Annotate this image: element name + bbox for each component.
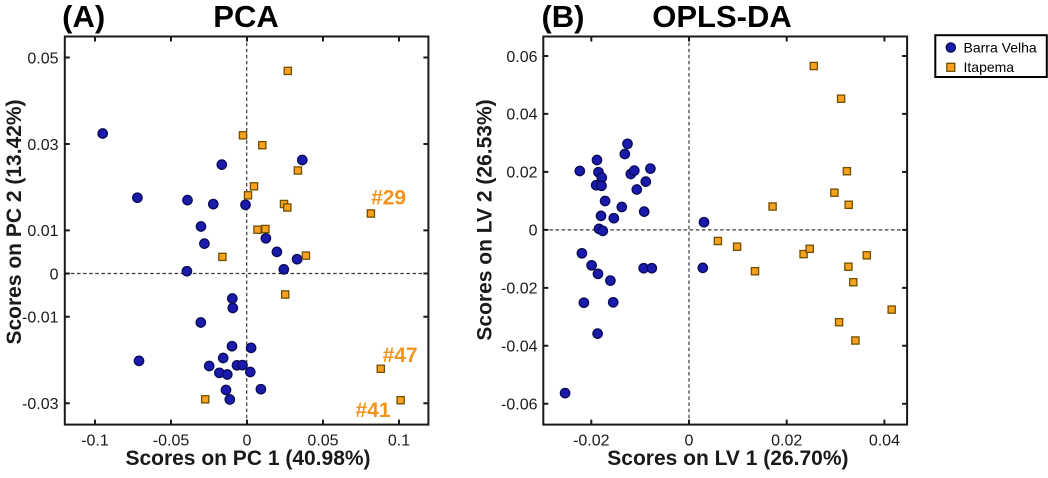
svg-text:-0.05: -0.05 [153,433,190,450]
svg-text:#41: #41 [355,399,390,422]
svg-text:0.03: 0.03 [27,137,58,154]
svg-text:0: 0 [685,433,694,450]
svg-text:-0.06: -0.06 [501,397,538,414]
svg-text:0.05: 0.05 [27,50,58,67]
svg-text:-0.04: -0.04 [501,339,538,356]
svg-text:0.01: 0.01 [27,223,58,240]
svg-text:-0.1: -0.1 [81,433,109,450]
svg-text:Scores on LV 1 (26.70%): Scores on LV 1 (26.70%) [607,447,848,470]
svg-text:(B): (B) [541,0,584,34]
svg-text:0: 0 [243,433,252,450]
svg-text:PCA: PCA [213,0,278,34]
svg-text:(A): (A) [62,0,105,34]
svg-text:-0.02: -0.02 [501,281,538,298]
svg-text:#47: #47 [383,344,418,367]
svg-text:Scores on LV 2 (26.53%): Scores on LV 2 (26.53%) [474,99,497,340]
svg-text:0.04: 0.04 [506,107,537,124]
svg-text:0: 0 [529,223,538,240]
svg-text:0.02: 0.02 [506,165,537,182]
svg-text:Scores on PC 2 (13.42%): Scores on PC 2 (13.42%) [3,99,26,344]
svg-text:-0.02: -0.02 [573,433,610,450]
svg-text:#29: #29 [371,187,406,210]
svg-text:0.02: 0.02 [771,433,802,450]
svg-text:0.04: 0.04 [869,433,900,450]
svg-text:0.06: 0.06 [506,49,537,66]
svg-text:Barra Velha: Barra Velha [964,39,1037,55]
svg-text:Scores on PC 1 (40.98%): Scores on PC 1 (40.98%) [125,447,370,470]
svg-text:OPLS-DA: OPLS-DA [652,0,792,34]
svg-text:-0.03: -0.03 [22,396,59,413]
svg-text:0: 0 [50,266,59,283]
svg-text:0.05: 0.05 [307,433,338,450]
svg-text:-0.01: -0.01 [22,310,59,327]
svg-text:0.1: 0.1 [388,433,410,450]
svg-text:Itapema: Itapema [964,59,1015,75]
